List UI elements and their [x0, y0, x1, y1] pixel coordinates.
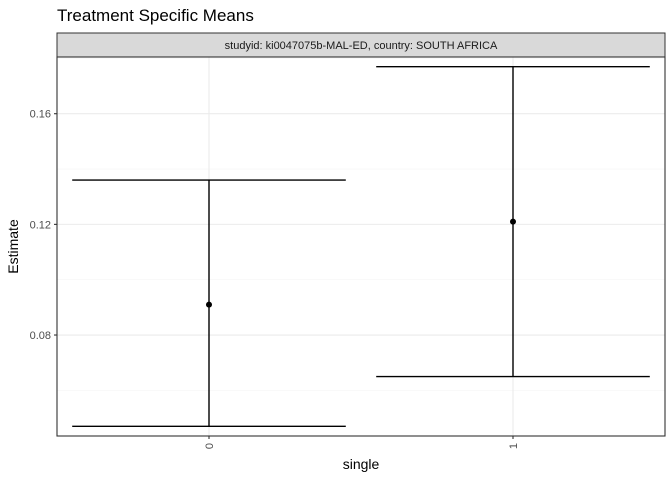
x-tick-label: 0 [204, 443, 216, 449]
estimate-point [206, 301, 212, 308]
facet-strip-label: studyid: ki0047075b-MAL-ED, country: SOU… [225, 40, 498, 52]
y-axis-title: Estimate [5, 219, 21, 274]
chart-title: Treatment Specific Means [57, 6, 254, 25]
grid-lines [57, 57, 665, 436]
panel-border [56, 56, 666, 437]
y-tick-label: 0.16 [30, 109, 51, 121]
errorbar-group [376, 65, 650, 378]
y-tick-label: 0.12 [30, 219, 51, 231]
errorbar-group [72, 179, 346, 428]
x-axis-title: single [343, 456, 380, 472]
estimate-point [510, 218, 516, 225]
facet-strip: studyid: ki0047075b-MAL-ED, country: SOU… [56, 32, 666, 58]
y-tick-label: 0.08 [30, 330, 51, 342]
plot-data [72, 65, 650, 428]
x-tick-label: 1 [508, 443, 520, 449]
facet-strip-background [56, 32, 666, 58]
y-axis: 0.08 0.12 0.16 [30, 109, 57, 342]
